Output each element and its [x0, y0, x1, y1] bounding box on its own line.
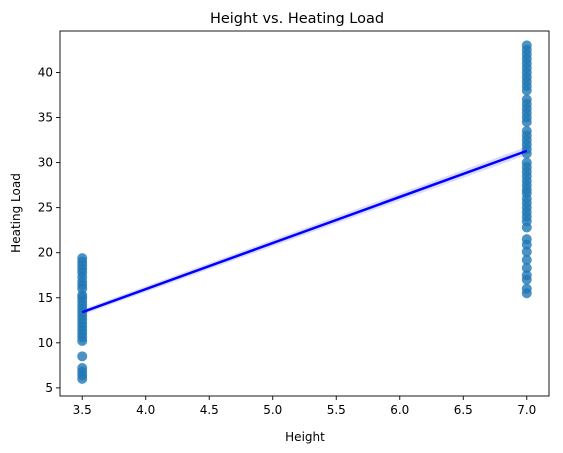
data-point — [77, 351, 87, 361]
y-tick-label: 25 — [38, 201, 53, 215]
y-tick-label: 5 — [45, 381, 53, 395]
regression-line — [82, 151, 527, 312]
chart-title: Height vs. Heating Load — [210, 11, 384, 27]
x-tick-label: 3.5 — [73, 403, 92, 417]
y-tick-label: 30 — [38, 156, 53, 170]
x-tick-label: 6.0 — [390, 403, 409, 417]
x-tick-label: 5.0 — [263, 403, 282, 417]
data-point — [522, 158, 532, 168]
y-tick-label: 35 — [38, 111, 53, 125]
x-tick-label: 5.5 — [327, 403, 346, 417]
y-tick-label: 15 — [38, 291, 53, 305]
plot-frame — [60, 31, 549, 396]
scatter-points-layer — [77, 40, 532, 383]
y-tick-label: 20 — [38, 246, 53, 260]
y-axis-label: Heating Load — [9, 173, 23, 253]
data-point — [522, 234, 532, 244]
data-point — [77, 363, 87, 373]
y-tick-label: 40 — [38, 65, 53, 79]
axes-frame — [60, 31, 549, 396]
regression-line-layer — [82, 151, 527, 312]
data-point — [77, 253, 87, 263]
data-point — [522, 284, 532, 294]
data-point — [522, 126, 532, 136]
x-tick-label: 6.5 — [454, 403, 473, 417]
x-axis-ticks: 3.5 4.0 4.5 5.0 5.5 6.0 6.5 7.0 — [73, 396, 537, 417]
x-tick-label: 7.0 — [517, 403, 536, 417]
y-axis-ticks: 5 10 15 20 25 30 35 40 — [38, 65, 60, 394]
data-point — [522, 40, 532, 50]
x-tick-label: 4.5 — [200, 403, 219, 417]
x-axis-label: Height — [285, 430, 325, 444]
y-tick-label: 10 — [38, 336, 53, 350]
x-tick-label: 4.0 — [136, 403, 155, 417]
data-point — [522, 94, 532, 104]
